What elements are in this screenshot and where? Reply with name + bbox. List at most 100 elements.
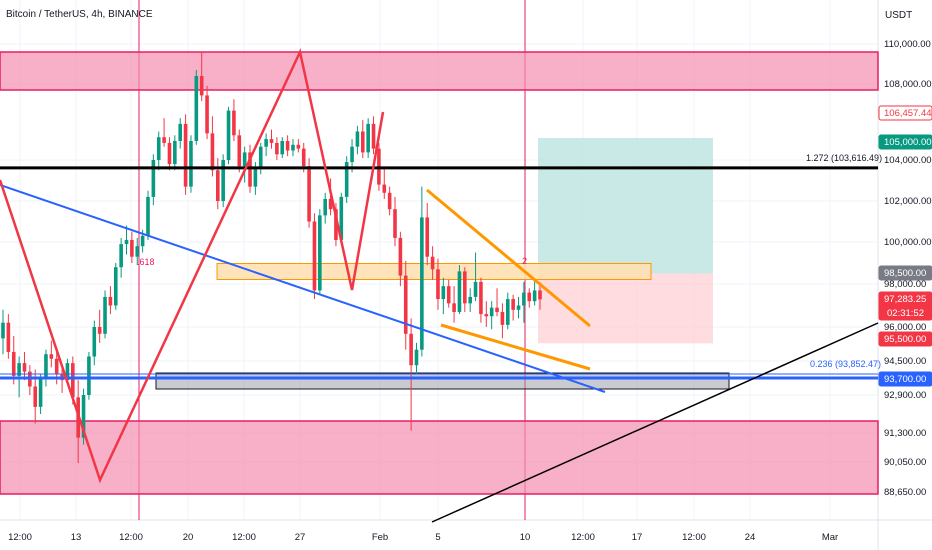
time-tick-label: 20 [183,532,194,543]
candle-body [441,286,446,300]
time-tick-label: 17 [632,532,643,543]
candle-body [452,303,456,312]
time-tick-label: 12:00 [119,532,143,543]
price-tags: 106,457.44 105,000.00 98,500.00 97,283.25 02… [878,105,932,387]
candle-body [275,142,279,155]
time-tick-label: 5 [435,532,440,543]
annotation-label: 0.236 (93,852.47) [810,359,881,369]
candle-body [393,209,397,238]
time-tick-label: 12:00 [682,532,706,543]
candle-body [468,296,472,304]
candle-body [280,141,285,155]
candle-body [6,322,11,352]
candle-body [344,162,349,197]
wedge-upper-line [426,188,591,328]
support-zone [0,420,879,495]
currency-label[interactable]: USDT [885,10,913,21]
price-tick-label: 88,650.00 [884,487,926,498]
candle-body [71,363,75,398]
candle-body [49,354,54,359]
candle-body [113,267,118,306]
time-tick-label: Feb [372,532,388,543]
zones [0,51,879,495]
candle-body [312,221,317,291]
candle-body [522,292,526,306]
candle-body [17,363,21,376]
price-tick-label: 110,000.00 [884,39,931,50]
candle-body [398,237,403,276]
candle-body [307,166,311,222]
candle-body [151,160,156,197]
candle-body [258,146,263,169]
price-tag-gray-fill [878,265,932,281]
target-area [538,138,713,274]
time-tick-label: 27 [295,532,306,543]
candle-body [65,363,70,381]
candle-body [323,198,327,216]
price-tag-red-fill [878,291,932,321]
candle-body [538,290,542,300]
candle-body [318,215,322,291]
candle-body [162,137,166,143]
candle-body [242,152,247,167]
candle-body [479,281,483,315]
price-tag-blue-fill [878,371,932,387]
candle-body [156,137,161,160]
candle-body [409,333,413,366]
candle-body [97,327,102,334]
candles [1,52,542,464]
candle-body [414,349,419,366]
candle-body [371,123,376,149]
time-tick-label: 12:00 [571,532,595,543]
candle-body [103,296,107,334]
candle-body [221,160,225,201]
price-tick-label: 98,000.00 [884,279,926,290]
candle-body [296,144,301,149]
price-tick-label: 90,050.00 [884,457,926,468]
price-tick-label: 102,000.00 [884,196,932,207]
candle-body [216,170,220,201]
zigzag-pattern [0,48,385,484]
candle-body [420,217,424,350]
candle-body [44,354,48,378]
time-tick-label: 12:00 [232,532,256,543]
candle-body [484,314,489,317]
candle-body [189,141,193,187]
price-tag-label: 105,000.00 [884,137,932,148]
candle-body [430,256,435,270]
drawings[interactable]: 1.272 (103,616.49) 0.236 (93,852.47) .618 2 [0,48,882,523]
time-axis: 12:00 13 12:00 20 12:00 27 Feb 5 10 12:00 17 12:00 2… [8,532,838,543]
price-tag-green-fill [878,134,932,150]
time-tick-label: Mar [822,532,838,543]
candle-body [232,110,236,136]
price-axis: 110,000.00 108,000.00 104,000.00 102,000.00… [884,39,932,498]
price-tag-label: 106,457.44 [884,108,932,119]
candle-body [291,144,295,151]
candle-body [360,131,365,153]
candle-body [108,296,113,306]
candle-body [11,351,16,376]
candle-body [199,76,204,96]
price-tick-label: 108,000.00 [884,79,932,90]
candle-body [248,152,252,187]
price-tick-label: 94,500.00 [884,356,926,367]
candle-body [516,305,521,310]
price-tick-label: 91,300.00 [884,428,926,439]
candle-body [457,271,462,312]
candle-body [87,356,91,395]
price-tick-label: 100,000.00 [884,237,932,248]
candle-body [119,244,123,268]
candle-body [178,123,183,141]
black-trendline [431,322,879,523]
candle-body [140,235,145,247]
candle-body [269,139,274,143]
chart-title: Bitcoin / TetherUS, 4h, BINANCE [6,9,153,20]
candle-body [173,141,177,165]
candle-body [124,239,129,245]
candle-body [334,209,338,240]
candle-body [33,386,38,407]
time-tick-label: 10 [520,532,531,543]
time-tick-label: 12:00 [8,532,32,543]
price-tick-label: 96,000.00 [884,322,926,333]
